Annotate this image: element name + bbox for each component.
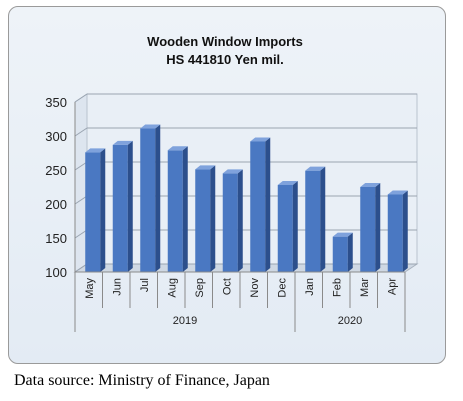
bar-side bbox=[402, 190, 408, 272]
x-tick-label: May bbox=[84, 278, 96, 299]
bar-top bbox=[332, 232, 353, 237]
bar-chart: Wooden Window Imports HS 441810 Yen mil.… bbox=[45, 34, 419, 332]
bar bbox=[277, 184, 293, 272]
y-tick-label: 200 bbox=[45, 197, 67, 212]
x-tick-label: Jun bbox=[111, 278, 123, 296]
y-tick-label: 150 bbox=[45, 231, 67, 246]
bar-top bbox=[277, 180, 298, 185]
x-tick-label: Apr bbox=[386, 278, 398, 295]
bar-side bbox=[155, 124, 161, 273]
bar-top bbox=[305, 166, 326, 171]
bar bbox=[387, 194, 403, 272]
bar-side bbox=[127, 140, 133, 272]
bar-top bbox=[195, 165, 216, 170]
bar-side bbox=[292, 180, 298, 272]
bar bbox=[140, 128, 156, 272]
x-tick-label: Dec bbox=[276, 278, 288, 298]
data-source-caption: Data source: Ministry of Finance, Japan bbox=[14, 372, 270, 389]
x-tick-label: Feb bbox=[331, 278, 343, 297]
gridline-depth bbox=[74, 195, 88, 205]
bar-side bbox=[210, 165, 216, 272]
gridline-depth bbox=[74, 263, 88, 273]
bar-top bbox=[387, 190, 408, 195]
bar bbox=[332, 236, 348, 272]
bar-side bbox=[347, 232, 353, 272]
x-tick-label: Nov bbox=[249, 278, 261, 298]
plot-area: 100 150 200 250 300 350 May Jun Jul Aug Sep Oct Nov D… bbox=[45, 93, 419, 332]
chart-subtitle: HS 441810 Yen mil. bbox=[166, 52, 284, 67]
bar-top bbox=[167, 146, 188, 151]
x-tick-label: Aug bbox=[166, 278, 178, 298]
x-tick-label: Oct bbox=[221, 278, 233, 295]
side-wall bbox=[74, 93, 88, 273]
bar-side bbox=[237, 169, 243, 272]
group-label: 2020 bbox=[338, 315, 362, 327]
group-label: 2019 bbox=[173, 315, 197, 327]
gridline-depth bbox=[74, 229, 88, 239]
bar-top bbox=[222, 169, 243, 174]
bar bbox=[85, 152, 101, 272]
gridline-depth bbox=[74, 127, 88, 137]
bar-top bbox=[140, 124, 161, 129]
bar bbox=[250, 141, 266, 272]
gridline-depth bbox=[74, 161, 88, 171]
chart-title: Wooden Window Imports bbox=[147, 34, 303, 49]
bar-side bbox=[375, 183, 381, 272]
bar-side bbox=[265, 137, 271, 272]
bar-side bbox=[320, 166, 326, 272]
bar bbox=[305, 170, 321, 272]
y-tick-label: 100 bbox=[45, 265, 67, 280]
bar-side bbox=[182, 146, 188, 272]
gridline-depth bbox=[74, 93, 88, 103]
bar-top bbox=[112, 140, 133, 145]
bar-top bbox=[250, 137, 271, 142]
x-tick-label: Jan bbox=[304, 278, 316, 296]
x-tick-label: Sep bbox=[194, 278, 206, 298]
bar-side bbox=[100, 148, 106, 272]
bar-top bbox=[85, 148, 106, 153]
bar bbox=[360, 187, 376, 272]
x-tick-label: Mar bbox=[359, 278, 371, 297]
y-tick-label: 350 bbox=[45, 95, 67, 110]
bar bbox=[195, 169, 211, 272]
x-tick-label: Jul bbox=[139, 278, 151, 292]
y-tick-label: 250 bbox=[45, 163, 67, 178]
bar bbox=[167, 150, 183, 272]
bar bbox=[112, 144, 128, 272]
bar-top bbox=[360, 183, 381, 187]
y-tick-label: 300 bbox=[45, 129, 67, 144]
bar bbox=[222, 173, 238, 272]
